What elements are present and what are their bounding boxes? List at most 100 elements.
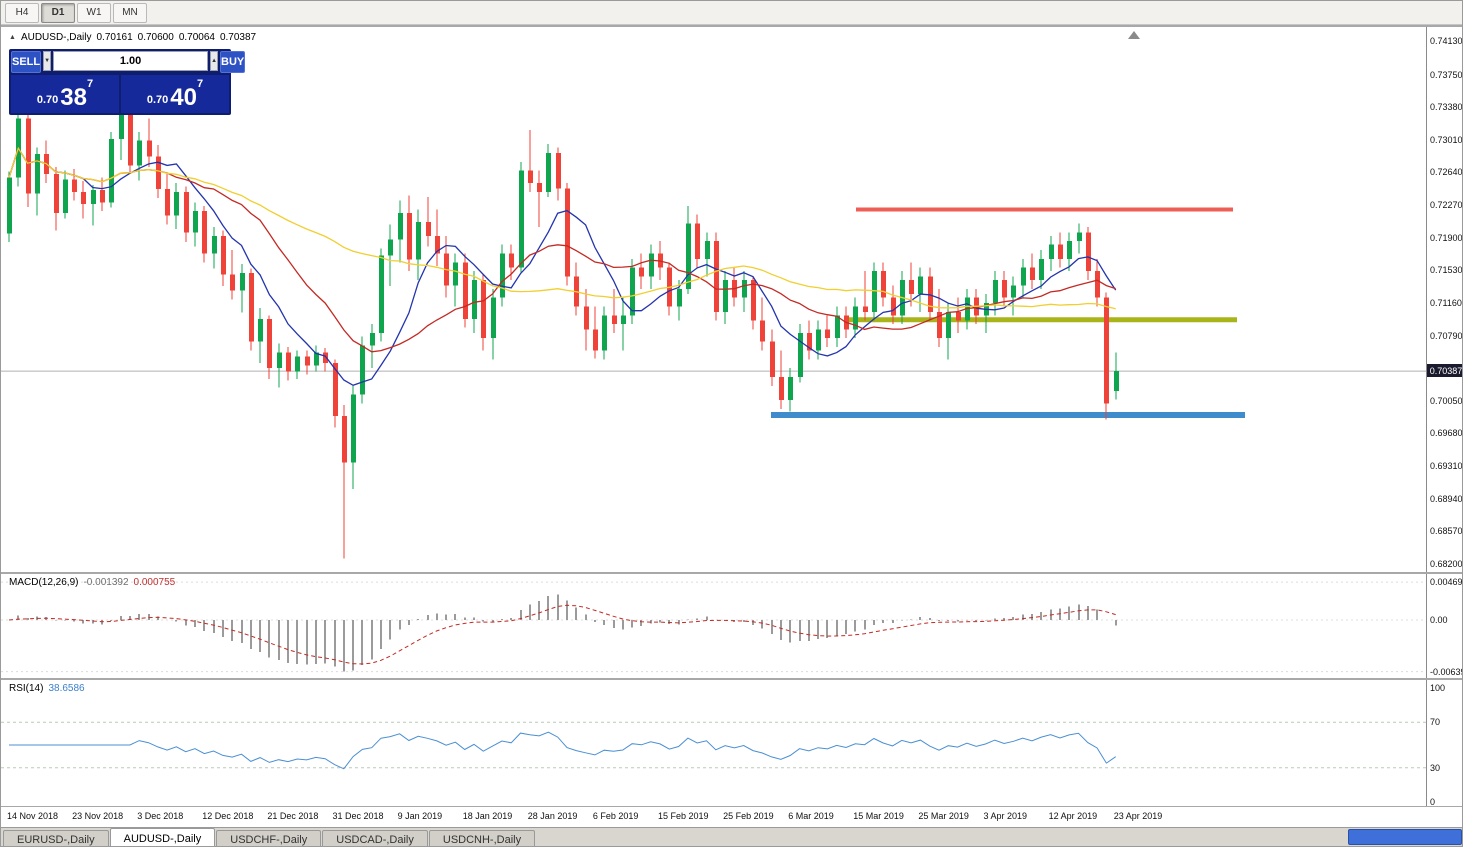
date-axis-label: 23 Nov 2018 [72,811,124,821]
price-axis[interactable]: 0.70387 0.74130 0.73750 0.73380 0.73010 0.72… [1426,27,1463,572]
date-axis-label: 28 Jan 2019 [527,811,578,821]
date-axis-label: 9 Jan 2019 [397,811,443,821]
price-axis-label: 0.73010 [1430,134,1463,145]
panel-splitter[interactable] [1,572,1462,574]
date-axis-label: 15 Mar 2019 [853,811,904,821]
current-price-badge: 0.70387 [1427,364,1462,378]
date-axis-label: 31 Dec 2018 [332,811,384,821]
macd-axis-label: 0.004694 [1430,577,1463,588]
macd-signal-value: 0.000755 [133,577,176,588]
panel-separator [1,806,1462,807]
chevron-down-icon: ▼ [44,58,51,64]
price-axis-label: 0.71530 [1430,265,1463,276]
macd-signal-line [8,604,1116,665]
macd-histogram [17,594,1117,672]
sell-price-big: 38 [60,84,87,111]
chevron-up-icon: ▲ [211,58,218,64]
rsi-indicator-panel[interactable]: RSI(14) 38.6586 100 70 30 0 [1,680,1462,807]
date-axis-label: 18 Jan 2019 [462,811,513,821]
timeframe-button-mn[interactable]: MN [113,2,147,23]
rsi-axis-label: 30 [1430,762,1441,773]
chart-tabs: EURUSD-,Daily AUDUSD-,Daily USDCHF-,Daily U… [3,828,536,846]
macd-name: MACD(12,26,9) [9,577,79,588]
rsi-axis-label: 100 [1430,683,1446,693]
macd-canvas[interactable] [1,574,1426,678]
sell-price-sup: 7 [87,78,94,90]
chart-tab-bar: EURUSD-,Daily AUDUSD-,Daily USDCHF-,Daily U… [1,827,1462,846]
moving-averages-layer [8,146,1117,387]
macd-axis-label: -0.00639 [1430,666,1463,677]
horizontal-scrollbar-thumb[interactable] [1348,829,1462,845]
date-axis-label: 21 Dec 2018 [267,811,319,821]
timeframe-button-d1[interactable]: D1 [41,2,75,23]
chart-icon: ▲ [9,34,16,41]
sell-price-display[interactable]: 0.70 38 7 [11,75,119,113]
chart-tab[interactable]: USDCAD-,Daily [322,830,428,846]
timeframe-button-w1[interactable]: W1 [77,2,111,23]
ohlc-low: 0.70064 [178,32,215,43]
rsi-value: 38.6586 [48,683,85,694]
last-bar-marker-icon [1128,31,1140,39]
date-axis-label: 3 Apr 2019 [983,811,1028,821]
date-axis-label: 6 Mar 2019 [788,811,834,821]
ohlc-close: 0.70387 [219,32,257,43]
panel-splitter[interactable] [1,678,1462,680]
date-axis-label: 14 Nov 2018 [7,811,59,821]
main-chart-canvas[interactable] [1,27,1426,572]
rsi-axis: 100 70 30 0 [1426,680,1462,807]
date-axis-label: 23 Apr 2019 [1113,811,1163,821]
price-axis-label: 0.73380 [1430,102,1463,113]
one-click-trading-panel: SELL ▼ ▲ BUY 0.70 38 7 0.70 40 [9,49,246,115]
chart-title: ▲ AUDUSD-,Daily 0.70161 0.70600 0.70064 … [9,32,256,43]
chart-tab[interactable]: AUDUSD-,Daily [109,828,216,846]
price-axis-label: 0.72640 [1430,167,1463,178]
macd-indicator-panel[interactable]: MACD(12,26,9) -0.001392 0.000755 0.00469… [1,574,1463,678]
volume-input[interactable] [53,51,209,71]
buy-price-big: 40 [170,84,197,111]
trend-lines-layer[interactable] [771,207,1245,418]
date-axis[interactable]: 14 Nov 2018 23 Nov 2018 3 Dec 2018 12 Dec 2… [1,807,1462,827]
date-axis-label: 25 Mar 2019 [918,811,969,821]
sell-price-prefix: 0.70 [36,94,59,107]
macd-main-value: -0.001392 [83,577,129,588]
chart-tab[interactable]: USDCHF-,Daily [216,830,322,846]
date-axis-label: 15 Feb 2019 [658,811,709,821]
buy-price-prefix: 0.70 [146,94,169,107]
price-axis-label: 0.70790 [1430,330,1463,341]
rsi-line [9,731,1116,770]
rsi-axis-label: 70 [1430,717,1441,728]
date-axis-label: 12 Dec 2018 [202,811,254,821]
rsi-axis-label: 0 [1430,797,1436,807]
ohlc-open: 0.70161 [96,32,133,43]
price-axis-label: 0.69680 [1430,428,1463,439]
rsi-canvas[interactable] [1,680,1426,806]
volume-decrease-button[interactable]: ▼ [43,51,52,71]
ohlc-high: 0.70600 [137,32,174,43]
chart-tab[interactable]: EURUSD-,Daily [3,830,109,846]
rsi-name: RSI(14) [9,683,44,694]
price-axis-label: 0.73750 [1430,69,1463,80]
main-chart-panel[interactable]: ▲ AUDUSD-,Daily 0.70161 0.70600 0.70064 … [1,27,1463,572]
chart-tab[interactable]: USDCNH-,Daily [428,830,536,846]
date-axis-label: 3 Dec 2018 [137,811,184,821]
price-axis-label: 0.71900 [1430,232,1463,243]
sell-button[interactable]: SELL [11,51,42,73]
price-axis-label: 0.68940 [1430,493,1463,504]
date-axis-label: 12 Apr 2019 [1048,811,1098,821]
date-axis-label: 25 Feb 2019 [723,811,774,821]
price-axis-label: 0.68200 [1430,559,1463,569]
rsi-label: RSI(14) 38.6586 [9,683,85,694]
price-axis-label: 0.68570 [1430,526,1463,537]
price-axis-label: 0.71160 [1430,297,1462,308]
timeframe-toolbar: H4 D1 W1 MN [1,1,1462,25]
macd-axis: 0.004694 0.00 -0.00639 [1426,574,1463,678]
price-axis-label: 0.69310 [1430,461,1463,472]
buy-price-display[interactable]: 0.70 40 7 [121,75,229,113]
timeframe-button-h4[interactable]: H4 [5,2,39,23]
volume-increase-button[interactable]: ▲ [210,51,219,71]
date-axis-label: 6 Feb 2019 [592,811,639,821]
buy-button[interactable]: BUY [220,51,246,73]
price-axis-label: 0.74130 [1430,36,1463,46]
buy-price-sup: 7 [197,78,204,90]
